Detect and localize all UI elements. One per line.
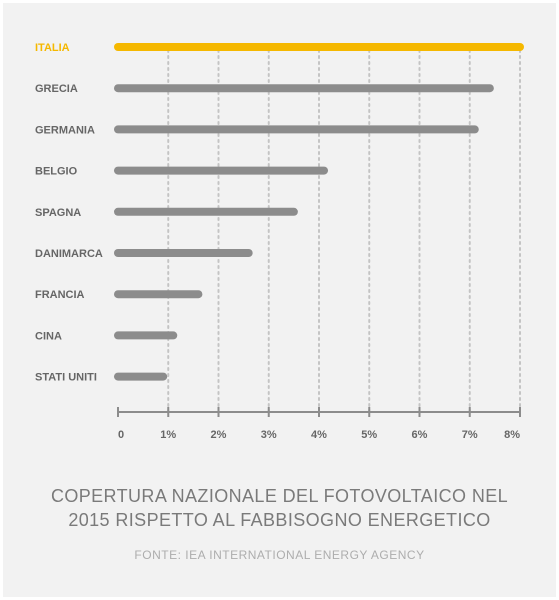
category-label: ITALIA: [35, 42, 70, 54]
category-label: CINA: [35, 330, 62, 342]
x-tick-label: 3%: [261, 429, 277, 441]
chart-title-line-1: COPERTURA NAZIONALE DEL FOTOVOLTAICO NEL: [50, 486, 509, 506]
chart-panel: [3, 3, 556, 597]
category-label: GRECIA: [35, 83, 78, 95]
x-tick-label: 5%: [361, 429, 377, 441]
x-tick-label: 8%: [504, 429, 520, 441]
x-tick-label: 6%: [412, 429, 428, 441]
source-note: FONTE: IEA INTERNATIONAL ENERGY AGENCY: [134, 548, 425, 562]
x-tick-label: 4%: [311, 429, 327, 441]
category-label: SPAGNA: [35, 207, 81, 219]
x-tick-label: 7%: [462, 429, 478, 441]
bar-chart: 0 1% 2% 3% 4% 5% 6% 7% 8% ITALIA GRECIA GERMANIA BEL…: [35, 42, 524, 441]
x-tick-label: 0: [118, 429, 124, 441]
x-tick-label: 2%: [211, 429, 227, 441]
category-label: BELGIO: [35, 166, 78, 178]
category-label: DANIMARCA: [35, 248, 103, 260]
category-label: GERMANIA: [35, 124, 95, 136]
category-label: FRANCIA: [35, 289, 85, 301]
chart-title: COPERTURA NAZIONALE DEL FOTOVOLTAICO NEL…: [0, 484, 559, 532]
chart-title-line-2: 2015 RISPETTO AL FABBISOGNO ENERGETICO: [68, 510, 491, 530]
category-label: STATI UNITI: [35, 372, 97, 384]
x-tick-label: 1%: [160, 429, 176, 441]
